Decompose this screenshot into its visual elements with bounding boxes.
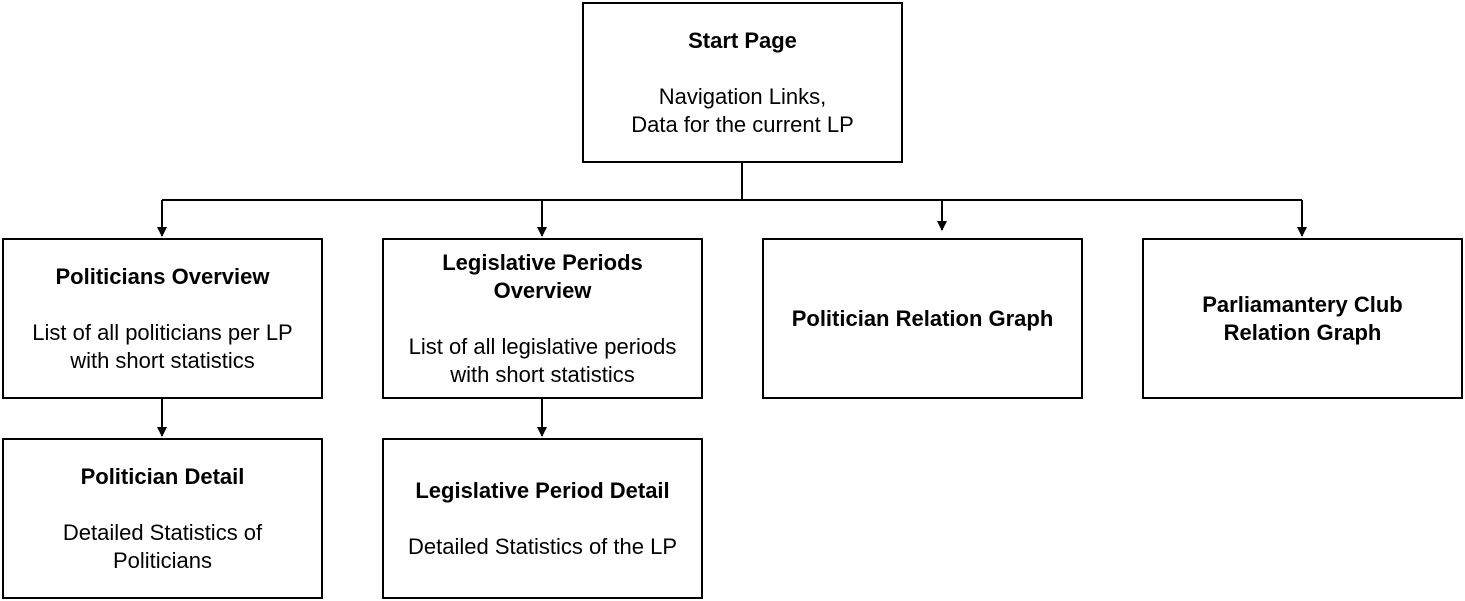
legislative-periods-overview-description: List of all legislative periods with sho… [408,333,677,387]
politician-detail-description: Detailed Statistics of Politicians [62,519,263,573]
politicians-overview-node: Politicians Overview List of all politic… [2,238,323,399]
politician-relation-graph-title: Politician Relation Graph [791,305,1054,331]
politician-detail-node: Politician Detail Detailed Statistics of… [2,438,323,599]
politicians-overview-title: Politicians Overview [55,263,270,289]
legislative-periods-overview-title: Legislative Periods Overview [442,249,643,303]
parliamentary-club-relation-graph-title: Parliamantery Club Relation Graph [1202,291,1403,345]
legislative-period-detail-node: Legislative Period Detail Detailed Stati… [382,438,703,599]
start-page-description: Navigation Links, Data for the current L… [631,83,854,137]
legislative-period-detail-title: Legislative Period Detail [415,477,670,503]
politician-relation-graph-node: Politician Relation Graph [762,238,1083,399]
start-page-title: Start Page [688,27,797,53]
politicians-overview-description: List of all politicians per LP with shor… [32,319,293,373]
politician-detail-title: Politician Detail [80,463,245,489]
legislative-period-detail-description: Detailed Statistics of the LP [407,533,678,559]
legislative-periods-overview-node: Legislative Periods Overview List of all… [382,238,703,399]
parliamentary-club-relation-graph-node: Parliamantery Club Relation Graph [1142,238,1463,399]
start-page-node: Start Page Navigation Links, Data for th… [582,2,903,163]
